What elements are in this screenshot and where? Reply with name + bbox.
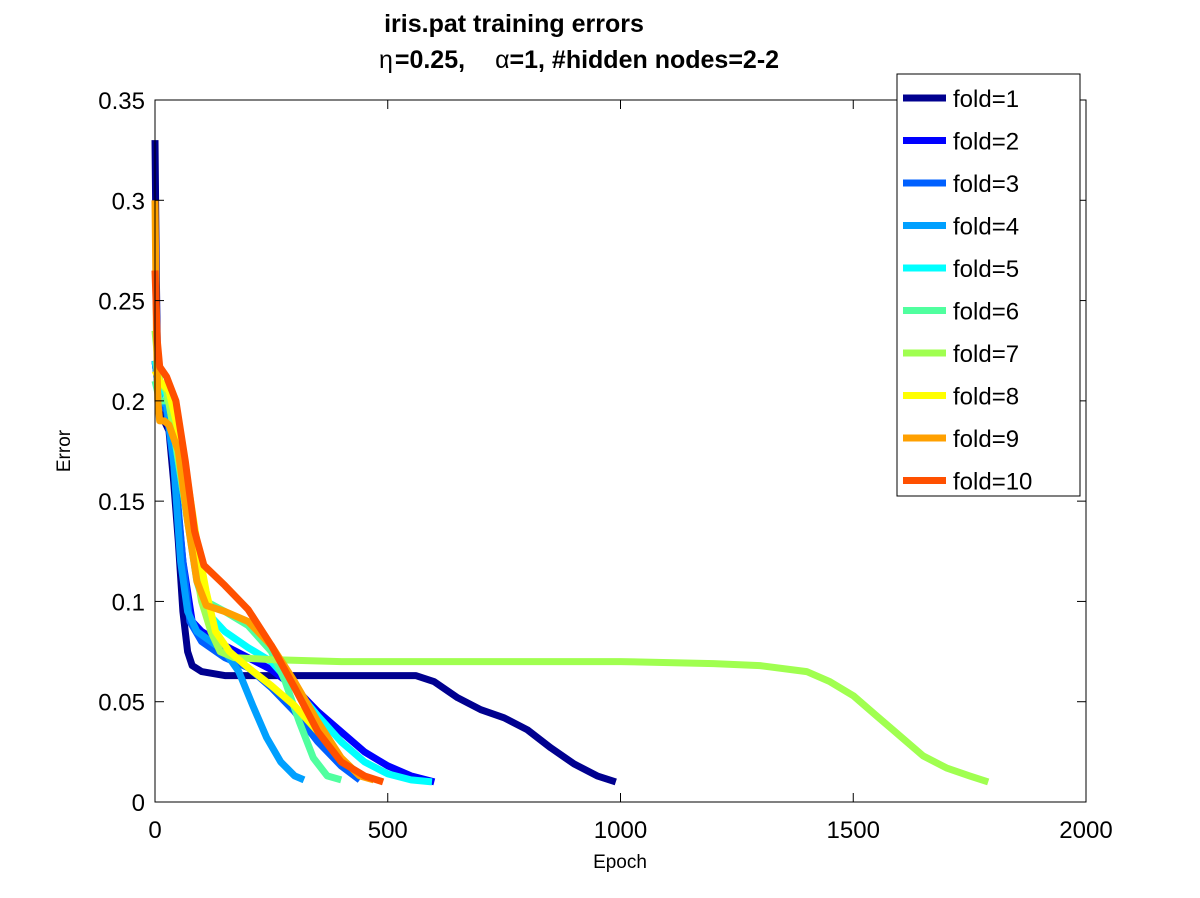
- alpha-symbol: α: [495, 46, 509, 74]
- legend-box: [896, 73, 1081, 497]
- y-tick-label: 0.1: [112, 589, 145, 616]
- legend-label-fold-4: fold=4: [953, 214, 1019, 241]
- legend-label-fold-6: fold=6: [953, 299, 1019, 326]
- legend-label-fold-3: fold=3: [953, 171, 1019, 198]
- series-line-fold-1: [151, 140, 617, 786]
- legend-label-fold-9: fold=9: [953, 426, 1019, 453]
- eta-symbol: η: [379, 46, 393, 74]
- y-tick-label: 0.25: [98, 289, 145, 316]
- y-tick-label: 0.35: [98, 88, 145, 115]
- series-line-fold-7: [151, 330, 990, 786]
- x-tick-label: 2000: [1059, 817, 1112, 844]
- alpha-value: =1, #hidden nodes=2-2: [510, 46, 780, 74]
- legend-label-fold-10: fold=10: [953, 469, 1032, 496]
- legend-label-fold-8: fold=8: [953, 384, 1019, 411]
- eta-value: =0.25,: [395, 46, 465, 74]
- y-tick-label: 0.15: [98, 489, 145, 516]
- legend: fold=1 fold=2 fold=3 fold=4 fold=5 fold=6 fold…: [896, 73, 1081, 497]
- series-layer: [151, 140, 990, 786]
- legend-label-fold-5: fold=5: [953, 256, 1019, 283]
- legend-label-fold-2: fold=2: [953, 129, 1019, 156]
- x-axis-label: Epoch: [593, 852, 647, 873]
- y-tick-label: 0.3: [112, 188, 145, 215]
- chart-subtitle: η=0.25, α=1, #hidden nodes=2-2: [379, 46, 779, 74]
- y-tick-label: 0.05: [98, 690, 145, 717]
- legend-label-fold-7: fold=7: [953, 341, 1019, 368]
- series-line-fold-10: [151, 270, 385, 786]
- chart-title: iris.pat training errors: [384, 10, 644, 38]
- y-tick-label: 0: [132, 790, 145, 817]
- ticks-layer: 0 500 1000 1500 2000 0 0.05 0.1 0.15 0.2 0.25 0.3 0.…: [98, 88, 1112, 844]
- plot-area: 0 500 1000 1500 2000 0 0.05 0.1 0.15 0.2 0.25 0.3 0.…: [98, 88, 1112, 844]
- legend-items: fold=1 fold=2 fold=3 fold=4 fold=5 fold=6 fold…: [903, 86, 1032, 496]
- legend-label-fold-1: fold=1: [953, 86, 1019, 113]
- x-tick-label: 0: [148, 817, 161, 844]
- x-tick-label: 1500: [827, 817, 880, 844]
- x-tick-label: 500: [368, 817, 408, 844]
- y-tick-label: 0.2: [112, 389, 145, 416]
- x-tick-label: 1000: [594, 817, 647, 844]
- series-line-fold-9: [151, 200, 375, 784]
- y-axis-label: Error: [54, 429, 75, 472]
